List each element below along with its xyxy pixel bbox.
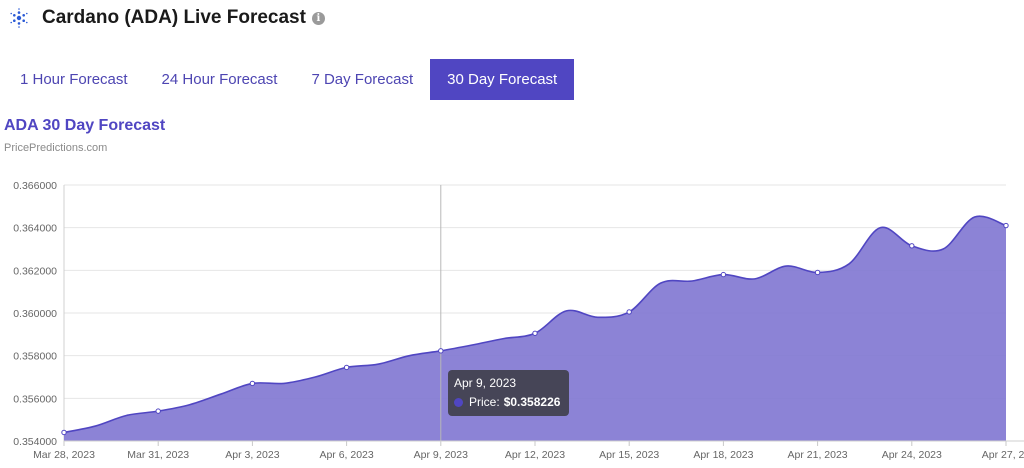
data-point-marker: [626, 309, 632, 315]
chart-tooltip: Apr 9, 2023 Price: $0.358226: [448, 370, 569, 416]
data-point-marker: [438, 348, 444, 354]
y-tick-label: 0.360000: [13, 308, 57, 320]
page-title: Cardano (ADA) Live Forecast: [42, 7, 306, 28]
tab-1-hour-forecast[interactable]: 1 Hour Forecast: [20, 71, 128, 88]
info-icon[interactable]: i: [311, 11, 325, 25]
chart-subtitle: PricePredictions.com: [4, 142, 108, 154]
y-tick-label: 0.358000: [13, 351, 57, 363]
data-point-marker: [343, 364, 350, 371]
tooltip-value: $0.358226: [503, 395, 561, 409]
x-tick-label: Apr 18, 2023: [693, 449, 753, 461]
y-tick-label: 0.366000: [13, 180, 57, 192]
data-point-marker: [155, 408, 161, 414]
chart-title: ADA 30 Day Forecast: [4, 117, 166, 134]
data-point-marker: [720, 271, 727, 278]
data-point-marker: [532, 330, 538, 336]
x-tick-label: Mar 31, 2023: [127, 449, 189, 461]
x-tick-label: Apr 15, 2023: [599, 449, 659, 461]
y-tick-label: 0.362000: [13, 265, 57, 277]
x-tick-label: Apr 21, 2023: [788, 449, 848, 461]
x-tick-label: Apr 6, 2023: [319, 449, 373, 461]
tooltip-date: Apr 9, 2023: [454, 376, 517, 390]
data-point-marker: [1003, 222, 1009, 229]
x-tick-label: Apr 27, 20: [982, 449, 1024, 461]
data-point-marker: [61, 429, 67, 436]
x-tick-label: Mar 28, 2023: [33, 449, 95, 461]
y-tick-label: 0.364000: [13, 223, 57, 235]
forecast-area-chart[interactable]: 0.354000 0.356000 0.358000 0.360000 0.362000…: [0, 170, 1024, 468]
forecast-tabs: 1 Hour Forecast 24 Hour Forecast 7 Day F…: [3, 59, 575, 100]
x-tick-label: Apr 12, 2023: [505, 449, 565, 461]
y-tick-label: 0.354000: [13, 436, 57, 448]
tab-24-hour-forecast[interactable]: 24 Hour Forecast: [161, 71, 278, 88]
tooltip-label: Price:: [469, 395, 500, 409]
tab-30-day-forecast[interactable]: 30 Day Forecast: [430, 59, 575, 100]
cardano-logo-icon: [10, 8, 28, 28]
page-header: Cardano (ADA) Live Forecast i: [8, 4, 325, 32]
x-tick-label: Apr 9, 2023: [414, 449, 468, 461]
data-point-marker: [909, 243, 915, 249]
data-point-marker: [249, 380, 256, 387]
series-dot-icon: [454, 397, 463, 407]
tab-7-day-forecast[interactable]: 7 Day Forecast: [311, 71, 414, 88]
y-tick-label: 0.356000: [13, 393, 57, 405]
x-tick-label: Apr 24, 2023: [882, 449, 942, 461]
data-point-marker: [814, 269, 821, 276]
x-tick-label: Apr 3, 2023: [225, 449, 279, 461]
